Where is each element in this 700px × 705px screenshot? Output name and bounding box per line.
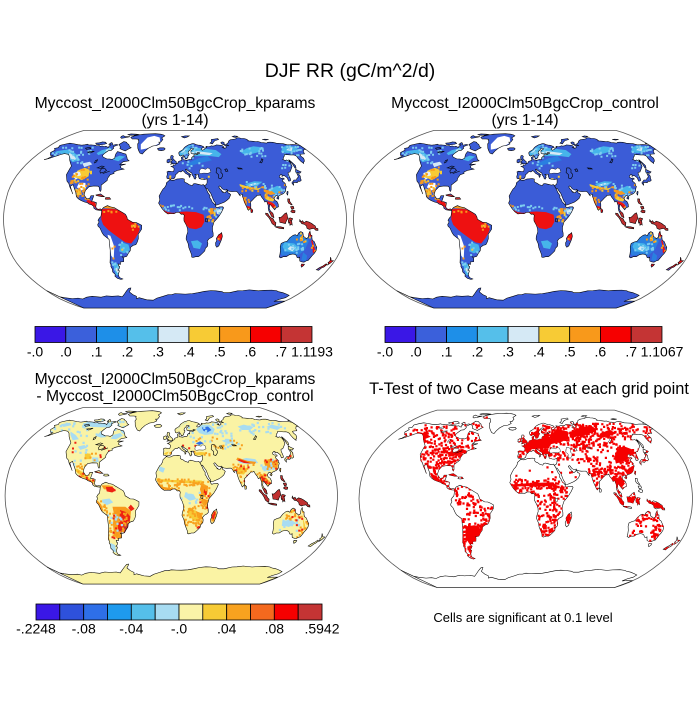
svg-text:.1: .1 <box>91 344 103 360</box>
svg-text:-.0: -.0 <box>171 621 188 637</box>
svg-text:(yrs 1-14): (yrs 1-14) <box>491 112 558 129</box>
svg-text:.5: .5 <box>214 344 226 360</box>
svg-text:(yrs 1-14): (yrs 1-14) <box>141 112 208 129</box>
svg-text:Cells are significant at 0.1 l: Cells are significant at 0.1 level <box>433 610 612 625</box>
svg-text:.7: .7 <box>275 344 287 360</box>
svg-text:1.1067: 1.1067 <box>641 344 684 360</box>
svg-text:.0: .0 <box>60 344 72 360</box>
svg-text:T-Test of two Case means at ea: T-Test of two Case means at each grid po… <box>369 380 689 398</box>
svg-text:.7: .7 <box>625 344 637 360</box>
svg-text:.3: .3 <box>152 344 164 360</box>
svg-text:-.08: -.08 <box>72 621 96 637</box>
svg-text:.0: .0 <box>410 344 422 360</box>
svg-text:-.2248: -.2248 <box>16 621 56 637</box>
svg-text:.4: .4 <box>183 344 195 360</box>
svg-text:-.0: -.0 <box>27 344 44 360</box>
svg-text:-.04: -.04 <box>119 621 143 637</box>
svg-text:-.0: -.0 <box>377 344 394 360</box>
svg-text:.3: .3 <box>502 344 514 360</box>
svg-text:.5942: .5942 <box>304 621 339 637</box>
svg-text:1.1193: 1.1193 <box>291 344 333 360</box>
svg-text:.04: .04 <box>217 621 237 637</box>
svg-text:.6: .6 <box>595 344 607 360</box>
svg-text:.2: .2 <box>121 344 133 360</box>
svg-text:DJF RR (gC/m^2/d): DJF RR (gC/m^2/d) <box>265 60 436 82</box>
svg-text:.6: .6 <box>245 344 257 360</box>
svg-text:Myccost_I2000Clm50BgcCrop_kpar: Myccost_I2000Clm50BgcCrop_kparams <box>35 371 316 388</box>
svg-text:.5: .5 <box>564 344 576 360</box>
svg-text:Myccost_I2000Clm50BgcCrop_cont: Myccost_I2000Clm50BgcCrop_control <box>391 95 659 112</box>
svg-text:.1: .1 <box>441 344 453 360</box>
svg-text:.4: .4 <box>533 344 545 360</box>
svg-text:.2: .2 <box>471 344 483 360</box>
svg-text:- Myccost_I2000Clm50BgcCrop_co: - Myccost_I2000Clm50BgcCrop_control <box>36 388 313 405</box>
svg-text:.08: .08 <box>265 621 285 637</box>
svg-text:Myccost_I2000Clm50BgcCrop_kpar: Myccost_I2000Clm50BgcCrop_kparams <box>35 95 316 112</box>
